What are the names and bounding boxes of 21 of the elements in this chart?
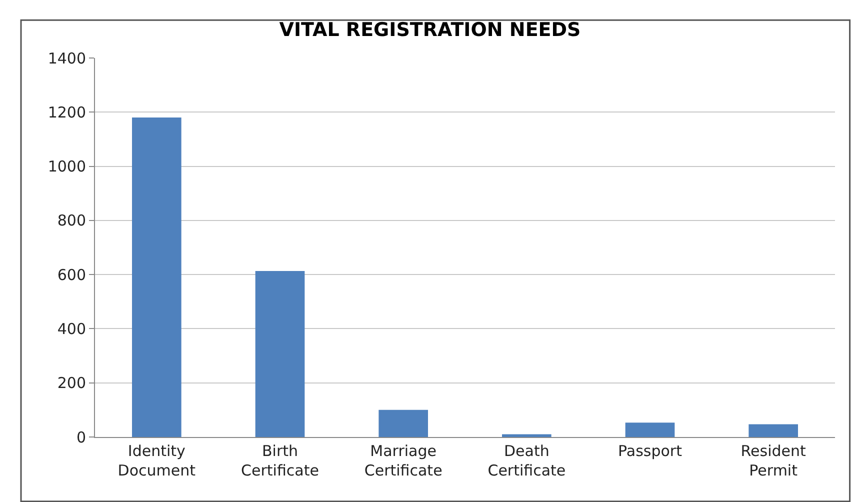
bar xyxy=(378,410,428,437)
y-tick-label: 600 xyxy=(57,266,86,284)
x-tick-label: Passport xyxy=(618,442,682,460)
chart-title: VITAL REGISTRATION NEEDS xyxy=(279,18,581,41)
y-tick-label: 800 xyxy=(57,212,86,230)
y-tick-label: 200 xyxy=(57,374,86,392)
x-tick-label: Death Certificate xyxy=(488,442,566,480)
y-tick-label: 1000 xyxy=(48,158,86,176)
y-tick-label: 400 xyxy=(57,320,86,338)
bar xyxy=(625,422,675,437)
bar xyxy=(502,434,552,437)
bar xyxy=(132,118,182,437)
bar xyxy=(748,424,798,437)
x-tick-label: Identity Document xyxy=(118,442,196,480)
y-tick-label: 1400 xyxy=(48,49,86,68)
x-tick-label: Marriage Certificate xyxy=(364,442,442,480)
y-tick-label: 1200 xyxy=(48,103,86,122)
x-tick-label: Birth Certificate xyxy=(241,442,319,480)
bar xyxy=(255,271,305,437)
y-tick-label: 0 xyxy=(76,428,86,446)
x-tick-label: Resident Permit xyxy=(740,442,806,480)
